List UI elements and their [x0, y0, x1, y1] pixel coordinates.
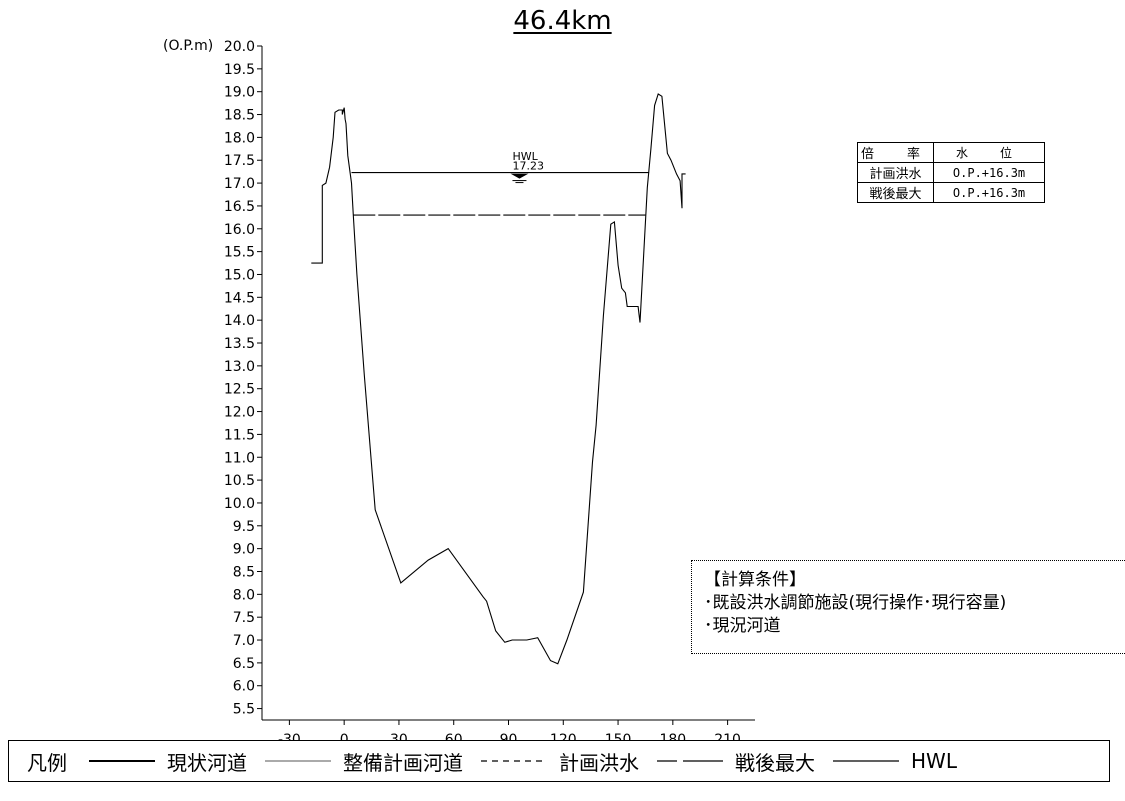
x-tick-label: 90: [500, 732, 518, 740]
y-tick-label: 8.5: [233, 564, 255, 580]
water-level-table-header: 倍 率 水 位: [858, 143, 1045, 163]
table-row: 戦後最大 O.P.+16.3m: [858, 183, 1045, 203]
y-tick-label: 20.0: [224, 39, 255, 55]
table-cell-level: O.P.+16.3m: [934, 183, 1045, 203]
y-tick-label: 12.5: [224, 382, 255, 398]
y-tick-label: 18.5: [224, 108, 255, 124]
legend-label: 整備計画河道: [343, 747, 463, 776]
y-tick-label: 13.5: [224, 336, 255, 352]
y-tick-label: 19.0: [224, 85, 255, 101]
y-tick-label: 7.5: [233, 610, 255, 626]
x-tick-label: 60: [445, 732, 463, 740]
x-tick-label: 150: [605, 732, 632, 740]
y-tick-label: 10.5: [224, 473, 255, 489]
y-tick-label: 8.0: [233, 587, 255, 603]
y-tick-label: 14.0: [224, 313, 255, 329]
y-tick-label: 6.0: [233, 679, 255, 695]
legend-swatch-solid-bold: [87, 756, 157, 766]
water-triangle: [510, 174, 528, 179]
water-level-table: 倍 率 水 位 計画洪水 O.P.+16.3m 戦後最大 O.P.+16.3m: [857, 142, 1045, 203]
y-tick-label: 17.5: [224, 153, 255, 169]
legend-swatch-solid: [831, 756, 901, 766]
hwl-annotation: 17.23: [512, 159, 544, 172]
y-tick-label: 11.5: [224, 427, 255, 443]
table-cell-case: 戦後最大: [858, 183, 934, 203]
x-tick-label: 120: [550, 732, 577, 740]
x-tick-label: 0: [340, 732, 349, 740]
legend-item-current-channel: 現状河道: [87, 747, 247, 776]
legend-swatch-solid-thin: [263, 756, 333, 766]
legend-label: HWL: [911, 749, 957, 773]
x-tick-label: -30: [278, 732, 301, 740]
y-tick-label: 13.0: [224, 359, 255, 375]
legend-label: 現状河道: [167, 747, 247, 776]
legend-swatch-dashed: [479, 756, 549, 766]
table-header-level: 水 位: [934, 143, 1045, 163]
series-line-現状河道: [311, 94, 685, 664]
chart-axes: 5.5 6.0 6.5 7.0 7.5 8.0 8.5 9.0 9.5 10.0 10.5 11.0 1…: [224, 39, 755, 740]
legend: 凡例 現状河道 整備計画河道 計画洪水 戦後最大 HWL: [8, 740, 1110, 782]
calculation-conditions-box: 【計算条件】 ･既設洪水調節施設(現行操作･現行容量) ･現況河道: [691, 560, 1125, 654]
y-tick-label: 9.0: [233, 542, 255, 558]
table-header-rate: 倍 率: [858, 143, 934, 163]
y-tick-label: 16.0: [224, 222, 255, 238]
legend-item-postwar-max: 戦後最大: [655, 747, 815, 776]
table-cell-level: O.P.+16.3m: [934, 163, 1045, 183]
legend-item-plan-flood: 計画洪水: [479, 747, 639, 776]
y-tick-label: 11.0: [224, 450, 255, 466]
y-tick-label: 19.5: [224, 62, 255, 78]
legend-item-hwl: HWL: [831, 749, 957, 773]
y-tick-label: 17.0: [224, 176, 255, 192]
conditions-heading: 【計算条件】: [704, 569, 1125, 592]
y-tick-label: 16.5: [224, 199, 255, 215]
y-tick-label: 10.0: [224, 496, 255, 512]
water-level-symbol: [510, 174, 528, 183]
y-tick-label: 14.5: [224, 290, 255, 306]
y-tick-label: 6.5: [233, 656, 255, 672]
legend-swatch-dash-long: [655, 756, 725, 766]
x-tick-label: 30: [390, 732, 408, 740]
legend-title: 凡例: [27, 747, 67, 776]
legend-label: 戦後最大: [735, 747, 815, 776]
y-tick-label: 12.0: [224, 405, 255, 421]
legend-label: 計画洪水: [559, 747, 639, 776]
y-tick-label: 7.0: [233, 633, 255, 649]
y-tick-label: 5.5: [233, 702, 255, 718]
conditions-line: ･現況河道: [704, 615, 1125, 638]
x-tick-label: 210: [714, 732, 741, 740]
x-tick-label: 180: [659, 732, 686, 740]
table-cell-case: 計画洪水: [858, 163, 934, 183]
y-tick-label: 9.5: [233, 519, 255, 535]
table-row: 計画洪水 O.P.+16.3m: [858, 163, 1045, 183]
y-tick-label: 18.0: [224, 130, 255, 146]
legend-item-planned-channel: 整備計画河道: [263, 747, 463, 776]
conditions-line: ･既設洪水調節施設(現行操作･現行容量): [704, 592, 1125, 615]
y-tick-label: 15.5: [224, 245, 255, 261]
y-tick-label: 15.0: [224, 267, 255, 283]
